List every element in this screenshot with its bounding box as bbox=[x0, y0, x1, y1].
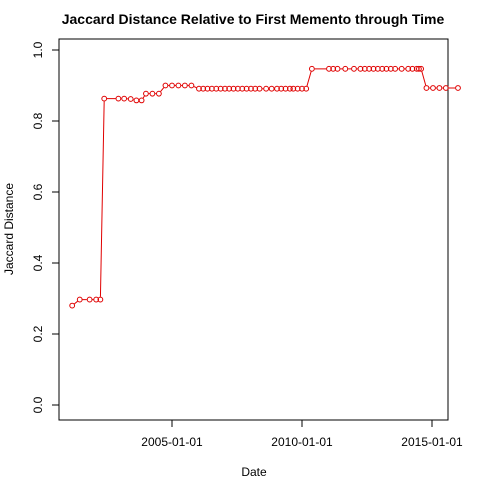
chart-title: Jaccard Distance Relative to First Memen… bbox=[62, 11, 445, 27]
data-point bbox=[102, 96, 107, 101]
y-tick-label: 0.6 bbox=[31, 183, 45, 200]
y-tick-label: 0.4 bbox=[31, 254, 45, 271]
y-axis-label: Jaccard Distance bbox=[2, 183, 16, 275]
data-point bbox=[134, 98, 139, 103]
data-point bbox=[309, 66, 314, 71]
data-point bbox=[163, 83, 168, 88]
data-point bbox=[128, 97, 133, 102]
data-point bbox=[399, 66, 404, 71]
data-point bbox=[269, 86, 274, 91]
x-tick-label: 2010-01-01 bbox=[271, 435, 333, 449]
data-point bbox=[352, 66, 357, 71]
data-point bbox=[431, 86, 436, 91]
y-tick-label: 0.8 bbox=[31, 112, 45, 129]
x-tick-label: 2005-01-01 bbox=[141, 435, 203, 449]
data-point bbox=[70, 303, 75, 308]
x-axis: 2005-01-01 2010-01-01 2015-01-01 bbox=[141, 420, 463, 449]
y-tick-label: 0.0 bbox=[31, 396, 45, 413]
data-point bbox=[157, 91, 162, 96]
data-point bbox=[189, 83, 194, 88]
data-point bbox=[437, 86, 442, 91]
data-point bbox=[456, 86, 461, 91]
x-tick-label: 2015-01-01 bbox=[401, 435, 463, 449]
data-point bbox=[144, 91, 149, 96]
data-point bbox=[122, 96, 127, 101]
data-point bbox=[77, 297, 82, 302]
data-point bbox=[170, 83, 175, 88]
y-tick-label: 0.2 bbox=[31, 325, 45, 342]
data-point bbox=[343, 66, 348, 71]
data-point bbox=[264, 86, 269, 91]
y-axis: 0.0 0.2 0.4 0.6 0.8 1.0 bbox=[31, 41, 59, 413]
series-group bbox=[70, 66, 461, 308]
data-point bbox=[182, 83, 187, 88]
y-tick-label: 1.0 bbox=[31, 41, 45, 58]
data-point bbox=[116, 96, 121, 101]
x-axis-label: Date bbox=[241, 465, 267, 479]
data-point bbox=[176, 83, 181, 88]
data-point bbox=[139, 98, 144, 103]
data-point bbox=[150, 91, 155, 96]
series-line bbox=[74, 69, 455, 304]
data-point bbox=[87, 297, 92, 302]
data-point bbox=[424, 86, 429, 91]
